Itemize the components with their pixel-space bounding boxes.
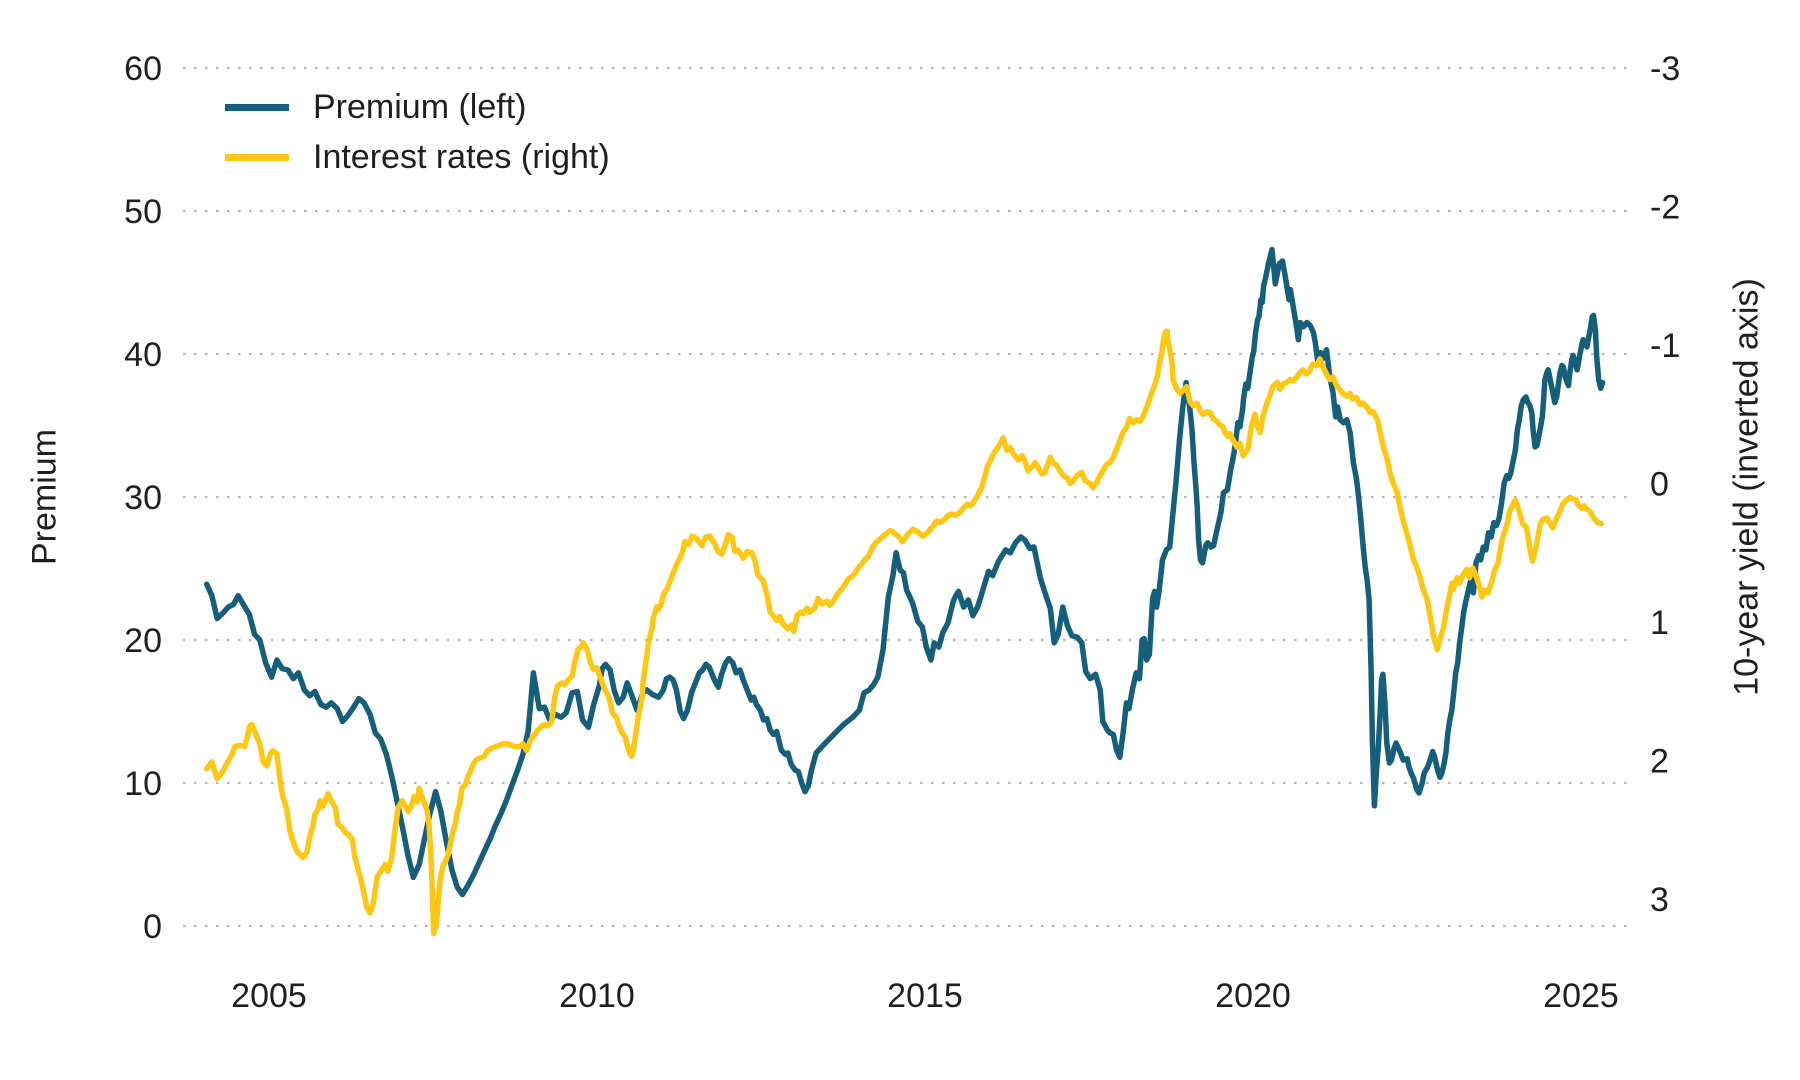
legend: Premium (left) Interest rates (right) (225, 82, 610, 182)
series-line-premium (203, 246, 1606, 898)
left-axis-tick-label: 30 (124, 479, 162, 517)
right-axis-tick-label: 1 (1650, 604, 1669, 642)
x-axis-tick-label: 2025 (1543, 977, 1619, 1015)
legend-item-premium: Premium (left) (225, 82, 610, 132)
x-axis-tick-label: 2015 (887, 977, 963, 1015)
right-axis-tick-label: 2 (1650, 743, 1669, 781)
legend-label-interest-rates: Interest rates (right) (313, 138, 610, 176)
series-line-interest-rates (203, 328, 1605, 937)
right-axis-tick-label: 0 (1650, 466, 1669, 504)
premium-line-swatch (225, 103, 289, 111)
x-axis-tick-label: 2005 (231, 977, 307, 1015)
x-axis-tick-label: 2020 (1215, 977, 1291, 1015)
left-axis-tick-label: 50 (124, 193, 162, 231)
left-axis-title: Premium (25, 428, 64, 566)
legend-item-interest-rates: Interest rates (right) (225, 132, 610, 182)
interest-rates-line-swatch (225, 153, 289, 161)
left-axis-tick-label: 10 (124, 765, 162, 803)
left-axis-tick-label: 40 (124, 336, 162, 374)
right-axis-tick-label: -3 (1650, 50, 1680, 88)
right-axis-title: 10-year yield (inverted axis) (1727, 278, 1766, 696)
x-axis-tick-label: 2010 (559, 977, 635, 1015)
right-axis-tick-label: 3 (1650, 881, 1669, 919)
left-axis-tick-label: 60 (124, 50, 162, 88)
left-axis-tick-label: 0 (143, 908, 162, 946)
right-axis-tick-label: -1 (1650, 327, 1680, 365)
left-axis-tick-label: 20 (124, 622, 162, 660)
right-axis-tick-label: -2 (1650, 189, 1680, 227)
legend-label-premium: Premium (left) (313, 88, 527, 126)
